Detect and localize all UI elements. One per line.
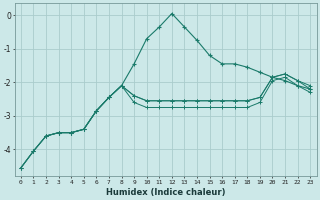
X-axis label: Humidex (Indice chaleur): Humidex (Indice chaleur): [106, 188, 225, 197]
